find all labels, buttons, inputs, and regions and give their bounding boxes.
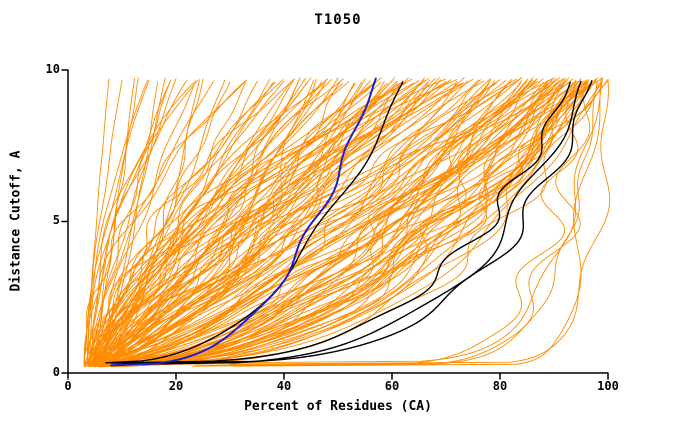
x-axis-label: Percent of Residues (CA) — [244, 399, 432, 414]
x-tick-label: 80 — [492, 379, 508, 393]
y-axis-label: Distance Cutoff, A — [8, 150, 24, 292]
y-tick-label: 0 — [52, 365, 60, 379]
x-tick-label: 100 — [597, 379, 619, 393]
y-tick-label: 10 — [45, 62, 60, 76]
x-tick-label: 20 — [168, 379, 184, 393]
x-tick-label: 40 — [276, 379, 292, 393]
x-tick-label: 0 — [64, 379, 72, 393]
chart-title: T1050 — [314, 12, 362, 28]
x-tick-label: 60 — [384, 379, 400, 393]
y-tick-label: 5 — [52, 213, 60, 227]
